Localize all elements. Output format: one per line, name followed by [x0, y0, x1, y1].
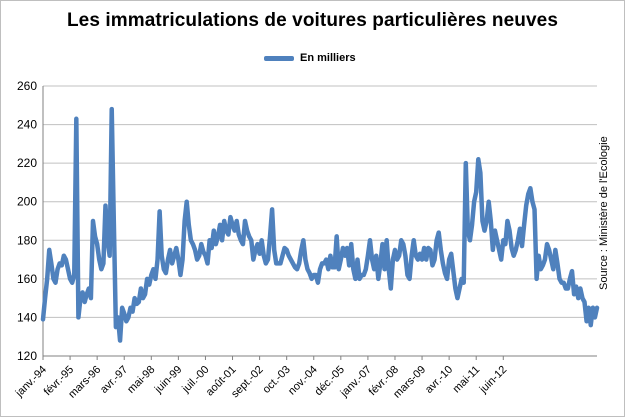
chart-legend: En milliers	[264, 50, 356, 66]
y-tick-label: 140	[17, 310, 37, 324]
chart-title: Les immatriculations de voitures particu…	[66, 10, 559, 31]
x-tick-label: janv.-94	[13, 364, 49, 400]
y-tick-label: 220	[17, 156, 37, 170]
y-tick-label: 120	[17, 349, 37, 363]
x-tick-label: avr.-10	[423, 364, 455, 396]
y-tick-label: 260	[17, 79, 37, 93]
x-tick-label: mai-11	[451, 364, 483, 396]
y-tick-label: 240	[17, 118, 37, 132]
x-tick-label: juin-12	[477, 364, 510, 397]
series-group	[40, 106, 600, 343]
x-tick-label: juin-99	[152, 364, 185, 397]
legend-label: En milliers	[300, 52, 356, 64]
y-axis-ticks: 120 140 160 180 200 220 240 260	[17, 79, 37, 363]
legend-swatch	[264, 55, 294, 61]
series-line-en-milliers	[40, 106, 600, 343]
x-axis-ticks: janv.-94févr.-95mars-96avr.-97mai-98juin…	[13, 356, 510, 401]
x-tick-label: mai-98	[125, 364, 157, 396]
y-tick-label: 200	[17, 195, 37, 209]
gridlines	[43, 85, 597, 318]
y-tick-label: 180	[17, 233, 37, 247]
y-tick-label: 160	[17, 272, 37, 286]
x-tick-label: avr.-97	[98, 364, 130, 396]
